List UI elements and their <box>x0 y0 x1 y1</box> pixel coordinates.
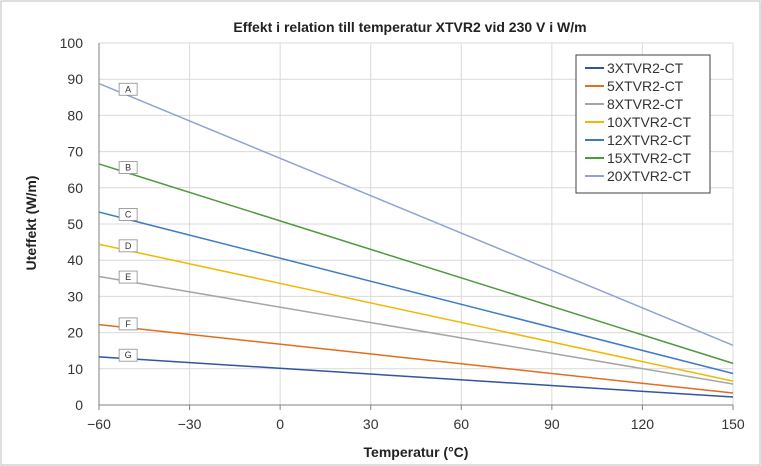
tag-box <box>118 208 138 221</box>
y-tick-label: 70 <box>67 144 83 160</box>
series-line-10XTVR2-CT <box>98 243 734 382</box>
x-tick-label: −60 <box>87 416 111 432</box>
legend-label: 12XTVR2-CT <box>607 132 691 148</box>
y-tick-label: 40 <box>67 252 83 268</box>
legend-label: 10XTVR2-CT <box>607 114 691 130</box>
y-axis-label: Uteffekt (W/m) <box>23 176 39 271</box>
x-tick-label: 150 <box>721 416 745 432</box>
legend: 3XTVR2-CT 5XTVR2-CT 8XTVR2-CT 10XTVR2-CT 12X… <box>575 54 711 194</box>
tick-labels: 0 10 20 30 40 50 60 70 80 90 100 −60 −30 0 30 60 90 120 15… <box>60 35 745 432</box>
x-tick-label: 90 <box>544 416 560 432</box>
tag-letter: C <box>125 209 132 219</box>
legend-box <box>575 54 711 194</box>
legend-label: 15XTVR2-CT <box>607 150 691 166</box>
legend-label: 20XTVR2-CT <box>607 168 691 184</box>
y-tick-label: 80 <box>67 107 83 123</box>
x-tick-label: −30 <box>178 416 202 432</box>
tag-box <box>118 270 138 284</box>
series-line-8XTVR2-CT <box>98 275 734 385</box>
series-tag-D: D <box>118 239 138 253</box>
chart-title: Effekt i relation till temperatur XTVR2 … <box>233 19 586 35</box>
series-line-12XTVR2-CT <box>98 211 734 375</box>
series-tag-B: B <box>118 161 138 174</box>
legend-item-3XTVR2-CT: 3XTVR2-CT <box>585 60 684 76</box>
legend-item-12XTVR2-CT: 12XTVR2-CT <box>585 132 691 148</box>
x-tick-label: 120 <box>631 416 655 432</box>
series-tags: G F E D C B A <box>118 82 138 362</box>
tag-box <box>118 317 138 331</box>
series-tag-E: E <box>118 270 138 284</box>
tag-letter: D <box>125 241 132 251</box>
legend-item-15XTVR2-CT: 15XTVR2-CT <box>585 150 691 166</box>
tag-letter: A <box>125 84 131 94</box>
tag-letter: B <box>125 163 131 173</box>
series-line-15XTVR2-CT <box>98 163 734 365</box>
y-tick-label: 100 <box>60 35 84 51</box>
y-tick-label: 60 <box>67 180 83 196</box>
legend-label: 5XTVR2-CT <box>607 78 684 94</box>
legend-item-5XTVR2-CT: 5XTVR2-CT <box>585 78 684 94</box>
x-tick-label: 60 <box>453 416 469 432</box>
y-tick-label: 50 <box>67 216 83 232</box>
y-tick-label: 10 <box>67 361 83 377</box>
y-tick-label: 30 <box>67 288 83 304</box>
series-tag-G: G <box>118 348 138 362</box>
tag-box <box>118 348 138 362</box>
y-tick-label: 20 <box>67 325 83 341</box>
series-line-5XTVR2-CT <box>98 323 734 394</box>
x-axis-label: Temperatur (°C) <box>364 444 469 460</box>
legend-item-20XTVR2-CT: 20XTVR2-CT <box>585 168 691 184</box>
series-lines <box>98 82 734 398</box>
legend-label: 3XTVR2-CT <box>607 60 684 76</box>
tag-box <box>118 161 138 174</box>
series-tag-F: F <box>118 317 138 331</box>
series-tag-C: C <box>118 208 138 221</box>
x-tick-label: 0 <box>276 416 284 432</box>
y-tick-label: 0 <box>75 397 83 413</box>
tag-letter: G <box>125 350 132 360</box>
series-line-20XTVR2-CT <box>98 82 734 346</box>
axes <box>98 43 734 410</box>
y-tick-label: 90 <box>67 71 83 87</box>
legend-item-8XTVR2-CT: 8XTVR2-CT <box>585 96 684 112</box>
legend-item-10XTVR2-CT: 10XTVR2-CT <box>585 114 691 130</box>
tag-box <box>118 239 138 253</box>
legend-label: 8XTVR2-CT <box>607 96 684 112</box>
x-tick-label: 30 <box>363 416 379 432</box>
series-line-3XTVR2-CT <box>98 356 734 398</box>
series-tag-A: A <box>118 82 138 96</box>
tag-letter: F <box>125 319 131 329</box>
tag-letter: E <box>125 272 131 282</box>
tag-box <box>118 82 138 96</box>
